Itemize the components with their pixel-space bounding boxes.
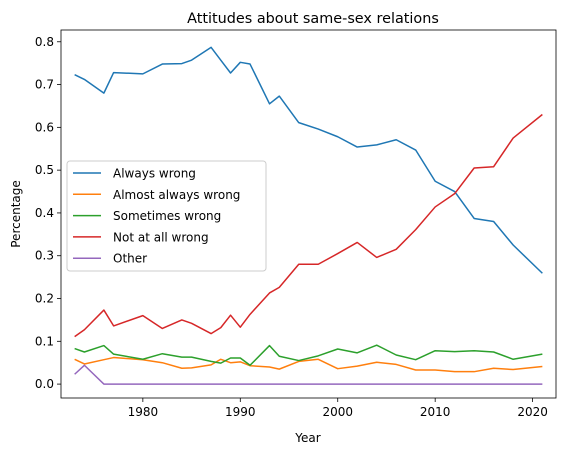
x-axis-label: Year bbox=[294, 431, 320, 445]
y-tick-label: 0.6 bbox=[35, 120, 54, 134]
y-axis: 0.0 0.1 0.2 0.3 0.4 0.5 0.6 0.7 0.8 bbox=[35, 35, 61, 391]
y-tick-label: 0.3 bbox=[35, 249, 54, 263]
y-tick-label: 0.4 bbox=[35, 206, 54, 220]
y-axis-label: Percentage bbox=[9, 180, 23, 248]
y-tick-label: 0.0 bbox=[35, 377, 54, 391]
legend-frame bbox=[66, 160, 267, 272]
series-lines bbox=[74, 46, 543, 385]
legend-label: Always wrong bbox=[113, 167, 196, 181]
chart-title: Attitudes about same-sex relations bbox=[187, 11, 439, 27]
series-line-other bbox=[74, 364, 543, 385]
x-axis: 1980 1990 2000 2010 2020 bbox=[128, 398, 548, 419]
y-tick-label: 0.7 bbox=[35, 78, 54, 92]
x-tick-label: 2000 bbox=[322, 405, 353, 419]
series-line-almost-always-wrong bbox=[74, 356, 543, 373]
series-line-always-wrong bbox=[74, 46, 543, 274]
x-tick-label: 2020 bbox=[517, 405, 548, 419]
x-tick-label: 2010 bbox=[420, 405, 451, 419]
legend-label: Other bbox=[113, 252, 147, 266]
legend: Always wrong Almost always wrong Sometimes… bbox=[66, 160, 267, 272]
y-tick-label: 0.1 bbox=[35, 334, 54, 348]
x-tick-label: 1980 bbox=[128, 405, 159, 419]
y-tick-label: 0.8 bbox=[35, 35, 54, 49]
legend-label: Almost always wrong bbox=[113, 188, 240, 202]
series-line-not-at-all-wrong bbox=[74, 113, 543, 338]
y-tick-label: 0.5 bbox=[35, 163, 54, 177]
legend-label: Not at all wrong bbox=[113, 230, 209, 244]
series-line-sometimes-wrong bbox=[74, 344, 543, 367]
x-tick-label: 1990 bbox=[225, 405, 256, 419]
y-tick-label: 0.2 bbox=[35, 292, 54, 306]
legend-label: Sometimes wrong bbox=[113, 209, 221, 223]
